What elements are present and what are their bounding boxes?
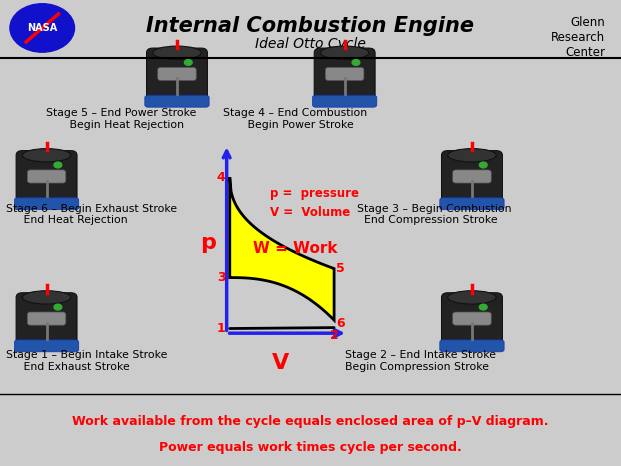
Text: Power equals work times cycle per second.: Power equals work times cycle per second… xyxy=(159,441,462,454)
Ellipse shape xyxy=(22,149,71,162)
Text: 5: 5 xyxy=(336,262,345,275)
FancyBboxPatch shape xyxy=(453,170,491,183)
Text: 3: 3 xyxy=(217,271,225,284)
Text: Stage 6 – Begin Exhaust Stroke
     End Heat Rejection: Stage 6 – Begin Exhaust Stroke End Heat … xyxy=(6,204,178,225)
Text: V =  Volume: V = Volume xyxy=(270,206,350,219)
FancyBboxPatch shape xyxy=(440,340,504,352)
Ellipse shape xyxy=(153,46,201,60)
FancyBboxPatch shape xyxy=(440,198,504,210)
FancyBboxPatch shape xyxy=(442,151,502,208)
Ellipse shape xyxy=(22,291,71,304)
Text: p: p xyxy=(200,233,216,254)
Ellipse shape xyxy=(448,149,496,162)
Ellipse shape xyxy=(448,291,496,304)
Circle shape xyxy=(54,162,61,168)
FancyBboxPatch shape xyxy=(158,68,196,81)
Text: p =  pressure: p = pressure xyxy=(270,187,359,200)
Text: Stage 3 – Begin Combustion
  End Compression Stroke: Stage 3 – Begin Combustion End Compressi… xyxy=(357,204,512,225)
Text: Stage 4 – End Combustion
   Begin Power Stroke: Stage 4 – End Combustion Begin Power Str… xyxy=(223,108,367,130)
FancyBboxPatch shape xyxy=(14,340,79,352)
Circle shape xyxy=(479,304,487,310)
FancyBboxPatch shape xyxy=(16,151,77,208)
FancyBboxPatch shape xyxy=(147,48,207,106)
Text: Glenn
Research
Center: Glenn Research Center xyxy=(551,16,605,59)
Polygon shape xyxy=(230,177,334,320)
Text: Internal Combustion Engine: Internal Combustion Engine xyxy=(147,16,474,36)
Text: Work available from the cycle equals enclosed area of p–V diagram.: Work available from the cycle equals enc… xyxy=(72,415,549,428)
FancyBboxPatch shape xyxy=(453,312,491,325)
Text: V: V xyxy=(273,354,289,373)
FancyBboxPatch shape xyxy=(325,68,364,81)
FancyBboxPatch shape xyxy=(145,95,209,107)
FancyBboxPatch shape xyxy=(27,170,66,183)
Text: 2: 2 xyxy=(330,329,338,343)
Circle shape xyxy=(184,60,192,65)
Text: Stage 2 – End Intake Stroke
Begin Compression Stroke: Stage 2 – End Intake Stroke Begin Compre… xyxy=(345,350,496,372)
Text: 1: 1 xyxy=(217,322,225,335)
Circle shape xyxy=(10,4,75,52)
Text: 4: 4 xyxy=(217,171,225,184)
Circle shape xyxy=(479,162,487,168)
Ellipse shape xyxy=(320,46,369,60)
FancyBboxPatch shape xyxy=(14,198,79,210)
Circle shape xyxy=(54,304,61,310)
Text: Stage 5 – End Power Stroke
   Begin Heat Rejection: Stage 5 – End Power Stroke Begin Heat Re… xyxy=(46,108,196,130)
Text: W = Work: W = Work xyxy=(253,241,338,256)
Text: Ideal Otto Cycle: Ideal Otto Cycle xyxy=(255,37,366,51)
Text: 6: 6 xyxy=(336,317,345,330)
FancyBboxPatch shape xyxy=(442,293,502,350)
Circle shape xyxy=(352,60,360,65)
FancyBboxPatch shape xyxy=(312,95,377,107)
Text: Stage 1 – Begin Intake Stroke
     End Exhaust Stroke: Stage 1 – Begin Intake Stroke End Exhaus… xyxy=(6,350,168,372)
FancyBboxPatch shape xyxy=(314,48,375,106)
FancyBboxPatch shape xyxy=(27,312,66,325)
Text: NASA: NASA xyxy=(27,23,57,33)
FancyBboxPatch shape xyxy=(16,293,77,350)
